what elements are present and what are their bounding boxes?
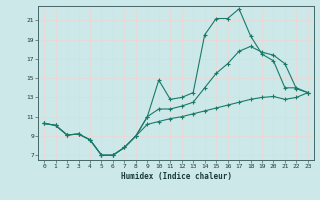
X-axis label: Humidex (Indice chaleur): Humidex (Indice chaleur)	[121, 172, 231, 181]
